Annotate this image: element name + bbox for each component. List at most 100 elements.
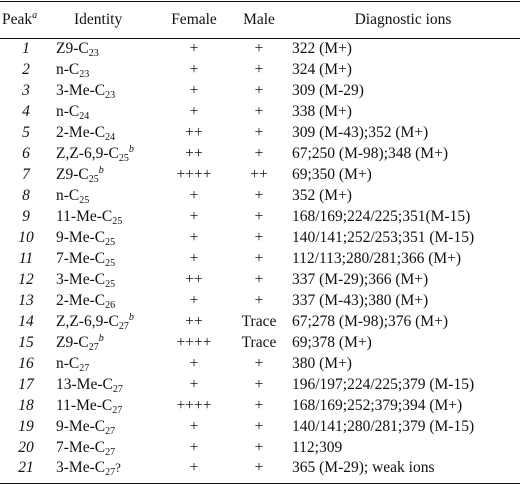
peak-number: 21 xyxy=(0,458,52,484)
table-row: 6 Z,Z-6,9-C25b ++ +67;250 (M-98);348 (M+) xyxy=(0,144,520,165)
identity-prefix: 11-Me-C xyxy=(56,208,113,225)
identity-prefix: Z,Z-6,9-C xyxy=(56,313,119,330)
female-abundance: ++ xyxy=(185,124,203,141)
female-abundance: ++ xyxy=(185,271,203,288)
diagnostic-ions: 322 (M+) xyxy=(292,40,352,58)
female-abundance: + xyxy=(189,229,199,246)
female-abundance: + xyxy=(189,82,199,99)
table-row: 19 9-Me-C27 + +140/141;280/281;379 (M-15) xyxy=(0,417,520,438)
table-header: Peaka Identity Female Male Diagnostic io… xyxy=(0,1,520,39)
peak-header-label: Peak xyxy=(2,11,33,28)
table-row: 3 3-Me-C23 + +309 (M-29) xyxy=(0,81,520,102)
male-abundance: + xyxy=(254,103,264,120)
diagnostic-ions: 380 (M+) xyxy=(292,355,352,372)
female-abundance: + xyxy=(189,439,199,456)
compound-identity: n-C24 xyxy=(52,102,156,123)
header-row: Peaka Identity Female Male Diagnostic io… xyxy=(0,1,520,39)
identity-prefix: n-C xyxy=(56,61,80,78)
table-row: 16 n-C27 + +380 (M+) xyxy=(0,354,520,375)
peak-number: 16 xyxy=(18,355,34,372)
compound-identity: 11-Me-C27 xyxy=(52,396,156,417)
compound-identity: Z,Z-6,9-C27b xyxy=(52,312,156,333)
table-row: 17 13-Me-C27 + +196/197;224/225;379 (M-15) xyxy=(0,375,520,396)
identity-prefix: n-C xyxy=(56,187,80,204)
diagnostic-ions: 140/141;280/281;379 (M-15) xyxy=(292,418,475,435)
diagnostic-ions: 196/197;224/225;379 (M-15) xyxy=(292,376,475,393)
identity-prefix: 3-Me-C xyxy=(56,458,106,476)
carbon-count-subscript: 23 xyxy=(79,69,90,80)
diagnostic-ions: 67;278 (M-98);376 (M+) xyxy=(292,313,448,330)
compound-identity: 2-Me-C26 xyxy=(52,291,156,312)
identity-prefix: 7-Me-C xyxy=(56,250,106,267)
table-row: 2 n-C23 + +324 (M+) xyxy=(0,60,520,81)
peak-number: 4 xyxy=(22,103,30,120)
identity-prefix: 3-Me-C xyxy=(56,82,106,99)
female-abundance: + xyxy=(189,376,199,393)
compound-identity: Z,Z-6,9-C25b xyxy=(52,144,156,165)
female-column-header: Female xyxy=(156,1,232,39)
peak-number: 5 xyxy=(22,124,30,141)
compound-identity: 3-Me-C23 xyxy=(52,81,156,102)
table-body: 1 Z9-C23 + +322 (M+) 2 n-C23 + +324 (M+) 3 3-Me-C… xyxy=(0,39,520,484)
carbon-count-subscript: 24 xyxy=(105,132,116,143)
compound-identity: 9-Me-C25 xyxy=(52,228,156,249)
peak-number: 11 xyxy=(18,250,34,267)
compound-identity: Z9-C27b xyxy=(52,333,156,354)
carbon-count-subscript: 25 xyxy=(79,195,90,206)
male-abundance: + xyxy=(254,187,264,204)
table-row: 18 11-Me-C27 ++++ +168/169;252;379;394 (M+) xyxy=(0,396,520,417)
diagnostic-ions: 352 (M+) xyxy=(292,187,352,204)
compound-identity: 7-Me-C27 xyxy=(52,438,156,459)
identity-prefix: 2-Me-C xyxy=(56,124,106,141)
identity-prefix: n-C xyxy=(56,355,80,372)
identity-prefix: Z9-C xyxy=(56,166,89,183)
table-row: 20 7-Me-C27 + +112;309 xyxy=(0,438,520,459)
carbon-count-subscript: 27 xyxy=(79,363,90,374)
carbon-count-subscript: 24 xyxy=(79,111,90,122)
diagnostic-ions: 112;309 xyxy=(292,439,343,456)
identity-prefix: 7-Me-C xyxy=(56,439,106,456)
compound-identity: 13-Me-C27 xyxy=(52,375,156,396)
female-abundance: ++++ xyxy=(176,397,212,414)
identity-prefix: 9-Me-C xyxy=(56,229,106,246)
table-row: 1 Z9-C23 + +322 (M+) xyxy=(0,39,520,60)
identity-prefix: 2-Me-C xyxy=(56,292,106,309)
male-abundance: Trace xyxy=(241,313,277,330)
male-abundance: + xyxy=(254,439,264,456)
peak-number: 13 xyxy=(18,292,34,309)
carbon-count-subscript: 27 xyxy=(105,447,116,458)
carbon-count-subscript: 27 xyxy=(105,466,116,478)
identity-prefix: 3-Me-C xyxy=(56,271,106,288)
diagnostic-ions: 112/113;280/281;366 (M+) xyxy=(292,250,462,267)
male-abundance: + xyxy=(254,124,264,141)
male-abundance: + xyxy=(254,271,264,288)
compound-identity: Z9-C25b xyxy=(52,165,156,186)
female-abundance: ++ xyxy=(185,313,203,330)
peak-number: 6 xyxy=(22,145,30,162)
identity-prefix: 9-Me-C xyxy=(56,418,106,435)
identity-prefix: 11-Me-C xyxy=(56,397,113,414)
identity-column-header: Identity xyxy=(52,1,156,39)
peak-number: 2 xyxy=(22,61,30,78)
male-abundance: + xyxy=(254,376,264,393)
carbon-count-subscript: 25 xyxy=(105,237,116,248)
peak-header-footnote: a xyxy=(32,10,38,21)
peak-number: 14 xyxy=(18,313,34,330)
compound-identity: Z9-C23 xyxy=(52,39,156,60)
peak-column-header: Peaka xyxy=(0,1,52,39)
male-abundance: + xyxy=(254,250,264,267)
peak-number: 9 xyxy=(22,208,30,225)
carbon-count-subscript: 25 xyxy=(105,279,116,290)
carbon-count-subscript: 25 xyxy=(112,216,123,227)
diagnostic-ions: 140/141;252/253;351 (M-15) xyxy=(292,229,475,246)
female-abundance: + xyxy=(189,418,199,435)
peak-number: 19 xyxy=(18,418,34,435)
carbon-count-subscript: 27 xyxy=(88,342,99,353)
carbon-count-subscript: 23 xyxy=(88,48,99,60)
male-abundance: + xyxy=(254,397,264,414)
diagnostic-ions: 338 (M+) xyxy=(292,103,352,120)
diagnostic-ions: 67;250 (M-98);348 (M+) xyxy=(292,145,448,162)
male-abundance: + xyxy=(254,40,264,58)
female-abundance: + xyxy=(189,40,199,58)
table-row: 14 Z,Z-6,9-C27b ++ Trace 67;278 (M-98);376 (… xyxy=(0,312,520,333)
